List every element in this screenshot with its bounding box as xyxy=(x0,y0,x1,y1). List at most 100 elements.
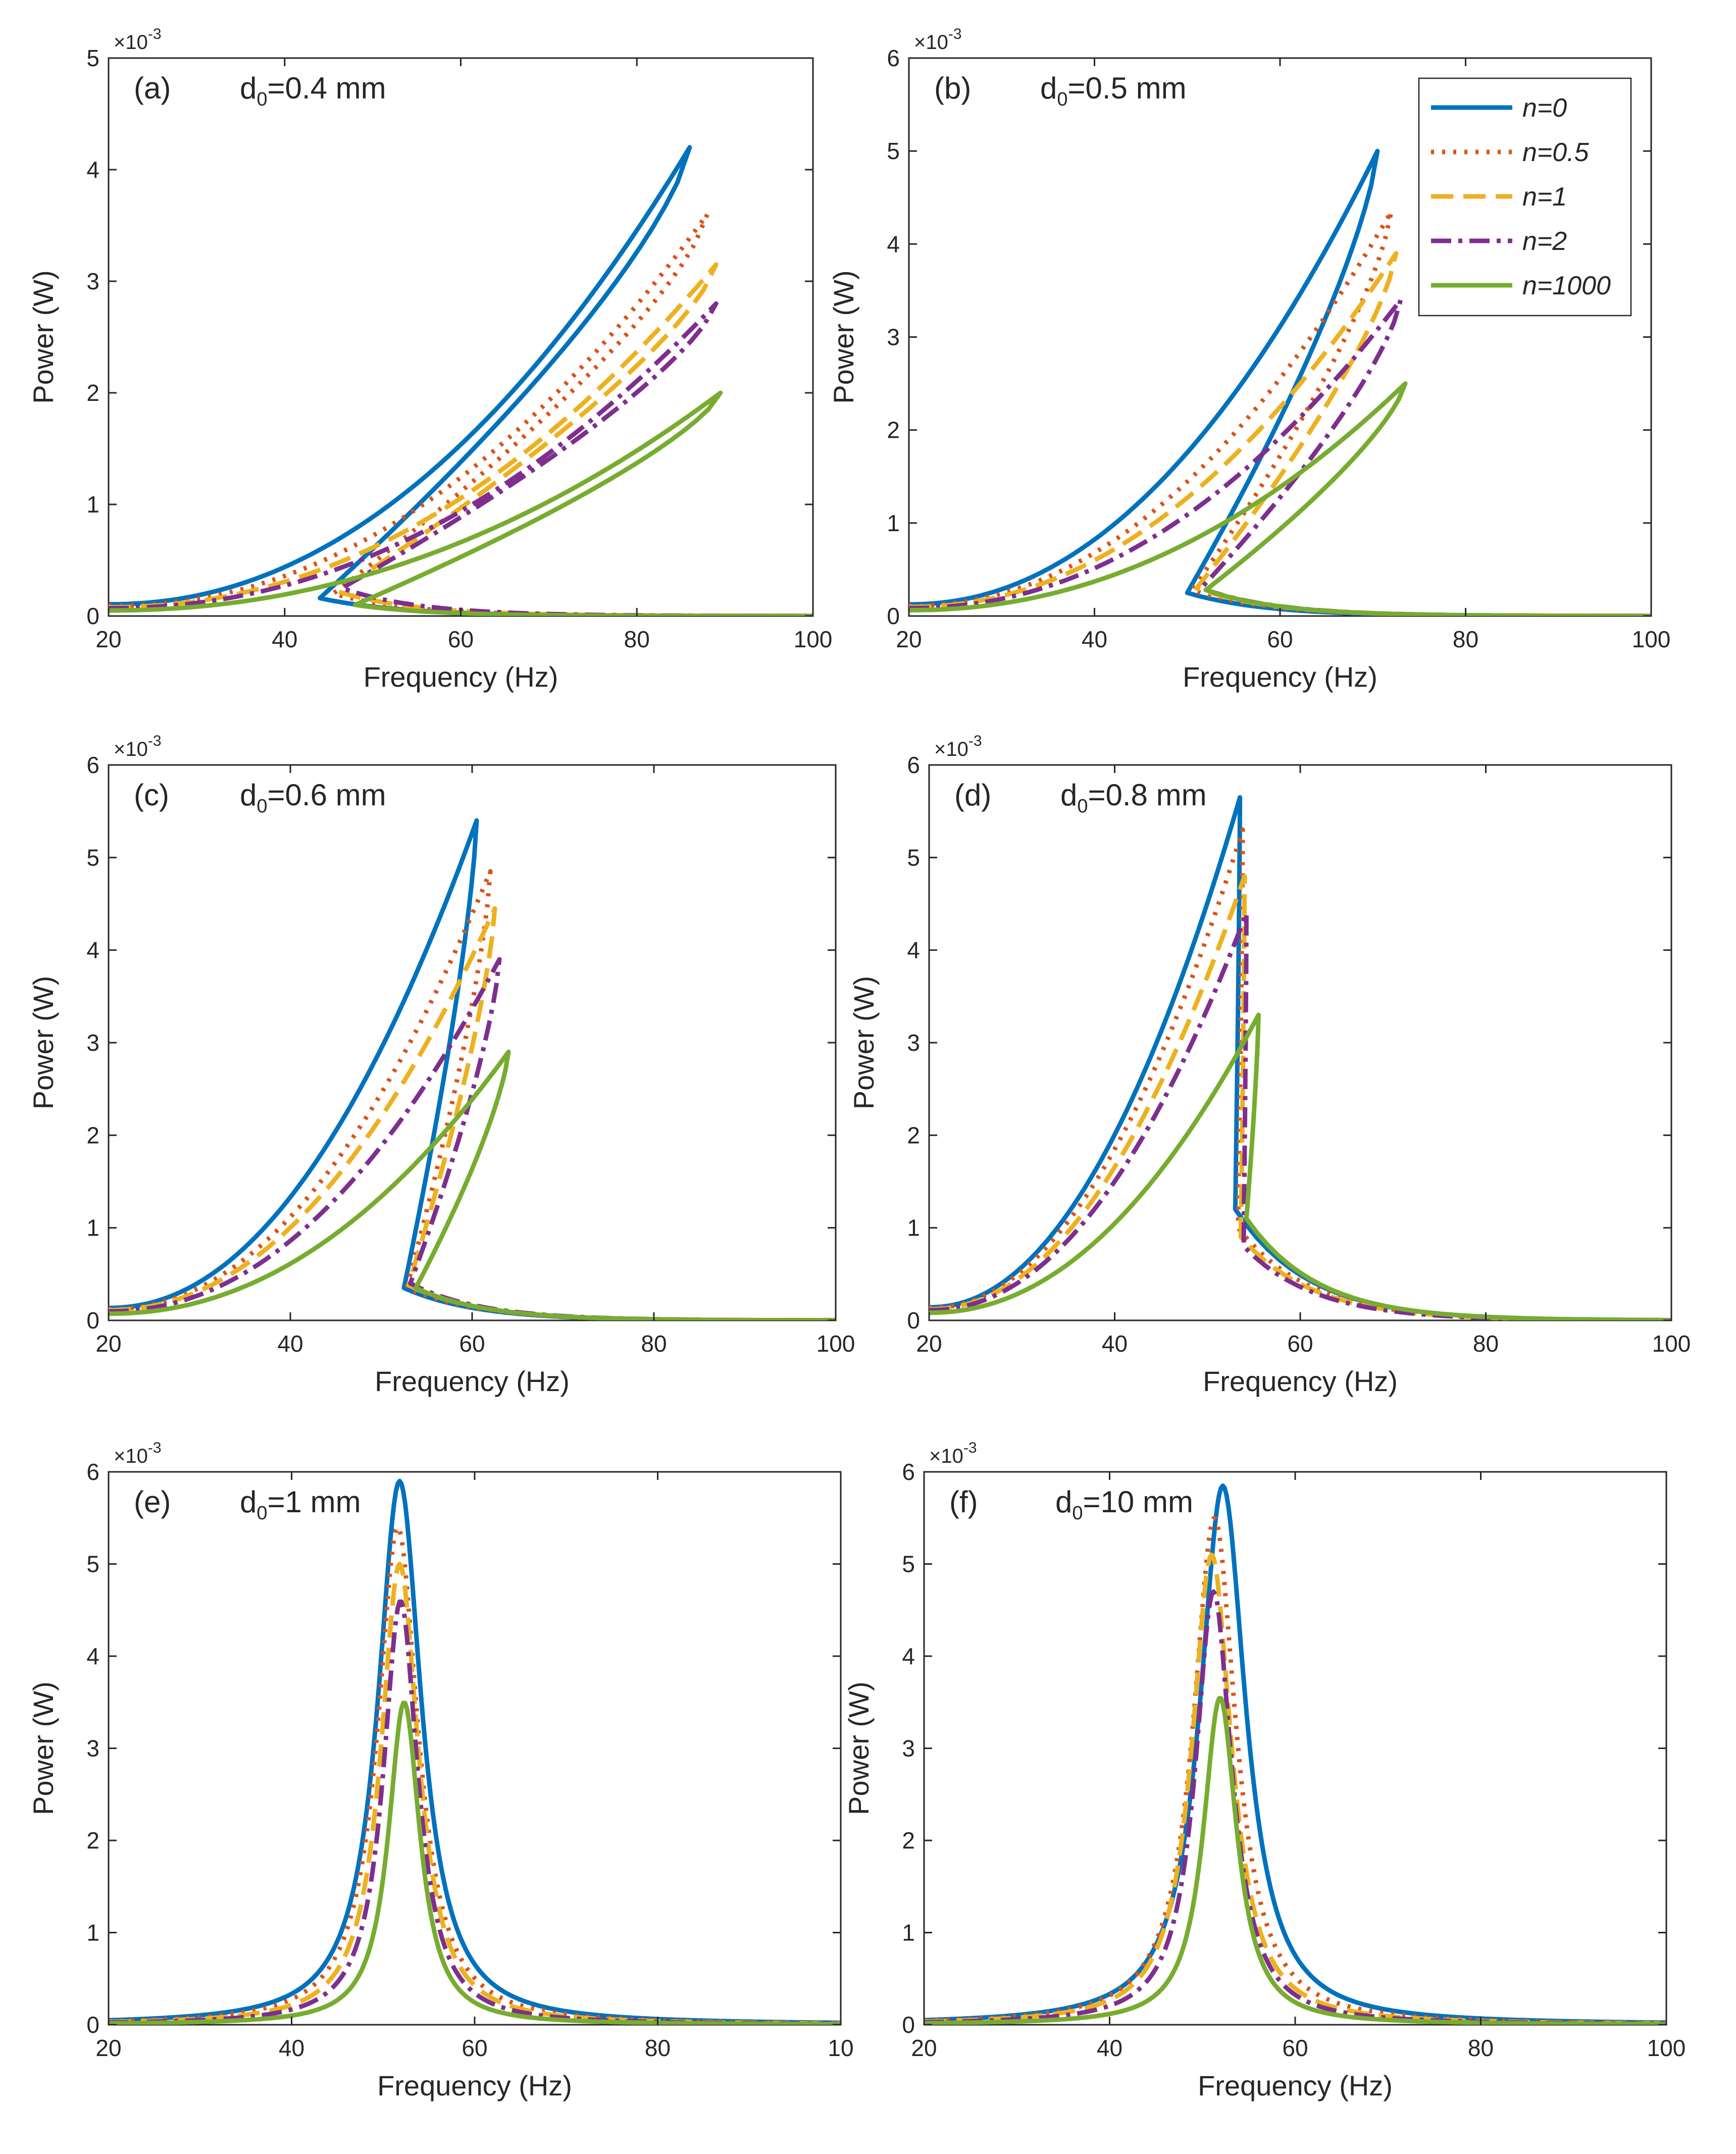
axes-frame xyxy=(108,57,814,617)
x-tick-label: 10 xyxy=(828,2035,853,2061)
panel-f: 20 40 60 80 100 0 1 2 3 4 5 6 ×10-3 Frequency (Hz) Pow… xyxy=(843,1440,1686,2101)
x-tick-label: 80 xyxy=(645,2035,671,2061)
y-multiplier: ×10-3 xyxy=(114,26,162,54)
y-axis-label: Power (W) xyxy=(848,976,880,1109)
x-tick-label: 100 xyxy=(794,626,833,652)
legend-box xyxy=(1418,77,1632,317)
x-tick-label: 100 xyxy=(1632,626,1671,652)
y-tick-label: 4 xyxy=(86,157,99,183)
axes-frame xyxy=(928,764,1672,1321)
series-group xyxy=(924,1483,1666,2025)
x-tick-label: 80 xyxy=(624,626,650,652)
y-tick-label: 1 xyxy=(86,491,99,518)
y-multiplier: ×10-3 xyxy=(929,1440,977,1467)
axes-frame xyxy=(923,1471,1667,2026)
x-axis-label: Frequency (Hz) xyxy=(1198,2070,1393,2101)
y-tick-label: 0 xyxy=(902,2012,915,2038)
y-tick-label: 4 xyxy=(86,1643,99,1669)
x-axis-label: Frequency (Hz) xyxy=(377,2070,572,2101)
y-tick-label: 3 xyxy=(907,1030,920,1056)
panel-title: d0=10 mm xyxy=(1055,1485,1193,1524)
y-tick-label: 4 xyxy=(887,231,900,257)
x-tick-label: 40 xyxy=(1102,1330,1128,1357)
x-tick-label: 60 xyxy=(459,1330,485,1357)
x-tick-label: 60 xyxy=(462,2035,487,2061)
x-tick-label: 60 xyxy=(1282,2035,1308,2061)
series-line-n-1000 xyxy=(909,381,1651,616)
y-tick-label: 4 xyxy=(86,937,99,963)
y-axis-label: Power (W) xyxy=(828,270,859,403)
x-tick-label: 100 xyxy=(816,1330,855,1357)
series-line-n-1000 xyxy=(109,1701,841,2025)
legend-label: n=1000 xyxy=(1522,271,1611,300)
panel-label: (d) xyxy=(954,778,991,812)
x-tick-label: 40 xyxy=(1097,2035,1122,2061)
series-line-n-0-5 xyxy=(109,212,813,616)
y-tick-label: 3 xyxy=(86,1030,99,1056)
series-line-n-0-5 xyxy=(109,1525,841,2025)
y-tick-label: 2 xyxy=(86,1122,99,1148)
y-multiplier: ×10-3 xyxy=(934,733,982,760)
x-tick-label: 20 xyxy=(911,2035,937,2061)
y-multiplier: ×10-3 xyxy=(114,733,162,760)
x-axis-label: Frequency (Hz) xyxy=(1203,1365,1398,1397)
series-group xyxy=(929,795,1671,1320)
y-tick-label: 2 xyxy=(907,1122,920,1148)
panel-title: d0=1 mm xyxy=(240,1485,361,1524)
y-tick-label: 4 xyxy=(907,937,920,963)
x-tick-label: 60 xyxy=(1287,1330,1313,1357)
panel-title: d0=0.8 mm xyxy=(1060,778,1207,817)
panel-title: d0=0.4 mm xyxy=(240,71,386,110)
x-axis-label: Frequency (Hz) xyxy=(375,1365,570,1397)
y-tick-label: 5 xyxy=(902,1551,915,1577)
x-tick-label: 20 xyxy=(916,1330,942,1357)
x-axis-label: Frequency (Hz) xyxy=(364,661,558,693)
y-tick-label: 1 xyxy=(907,1215,920,1241)
x-tick-label: 20 xyxy=(896,626,922,652)
x-tick-label: 20 xyxy=(95,1330,121,1357)
y-axis-label: Power (W) xyxy=(27,976,59,1109)
x-tick-label: 80 xyxy=(1468,2035,1494,2061)
x-tick-label: 60 xyxy=(1267,626,1293,652)
y-tick-label: 6 xyxy=(907,752,920,778)
x-axis-label: Frequency (Hz) xyxy=(1183,661,1377,693)
y-tick-label: 1 xyxy=(902,1920,915,1946)
legend-label: n=2 xyxy=(1522,227,1567,256)
series-line-n-0-5 xyxy=(924,1516,1666,2025)
y-tick-label: 1 xyxy=(86,1920,99,1946)
y-tick-label: 6 xyxy=(902,1459,915,1485)
x-tick-label: 40 xyxy=(1082,626,1107,652)
y-tick-label: 6 xyxy=(887,45,900,71)
x-tick-label: 20 xyxy=(95,626,121,652)
x-tick-label: 80 xyxy=(1453,626,1478,652)
panel-label: (f) xyxy=(949,1485,978,1519)
y-tick-label: 5 xyxy=(86,844,99,870)
series-line-n-1000 xyxy=(924,1696,1666,2025)
y-tick-label: 2 xyxy=(86,380,99,406)
y-tick-label: 5 xyxy=(887,138,900,164)
x-tick-label: 60 xyxy=(448,626,474,652)
y-multiplier: ×10-3 xyxy=(914,26,962,54)
legend: n=0 n=0.5 n=1 n=2 n=1000 xyxy=(1418,77,1632,317)
panel-label: (e) xyxy=(134,1485,171,1519)
x-tick-label: 40 xyxy=(277,1330,303,1357)
y-axis-label: Power (W) xyxy=(27,270,59,403)
panel-label: (a) xyxy=(134,71,171,105)
series-line-n-1000 xyxy=(929,1012,1671,1320)
series-group xyxy=(109,1478,841,2025)
y-tick-label: 1 xyxy=(887,510,900,536)
legend-label: n=0 xyxy=(1522,93,1567,123)
series-line-n-2 xyxy=(924,1589,1666,2025)
y-tick-label: 0 xyxy=(907,1307,920,1334)
y-tick-label: 0 xyxy=(86,1307,99,1334)
y-axis-label: Power (W) xyxy=(27,1681,59,1815)
series-group xyxy=(909,148,1651,616)
y-tick-label: 4 xyxy=(902,1643,915,1669)
panel-label: (b) xyxy=(934,71,971,105)
y-tick-label: 0 xyxy=(86,603,99,629)
y-multiplier: ×10-3 xyxy=(114,1440,162,1467)
series-line-n-1 xyxy=(109,262,813,616)
y-tick-label: 3 xyxy=(86,268,99,294)
panel-c: 20 40 60 80 100 0 1 2 3 4 5 6 ×10-3 Frequency (Hz) Pow… xyxy=(27,733,855,1397)
y-tick-label: 0 xyxy=(887,603,900,629)
